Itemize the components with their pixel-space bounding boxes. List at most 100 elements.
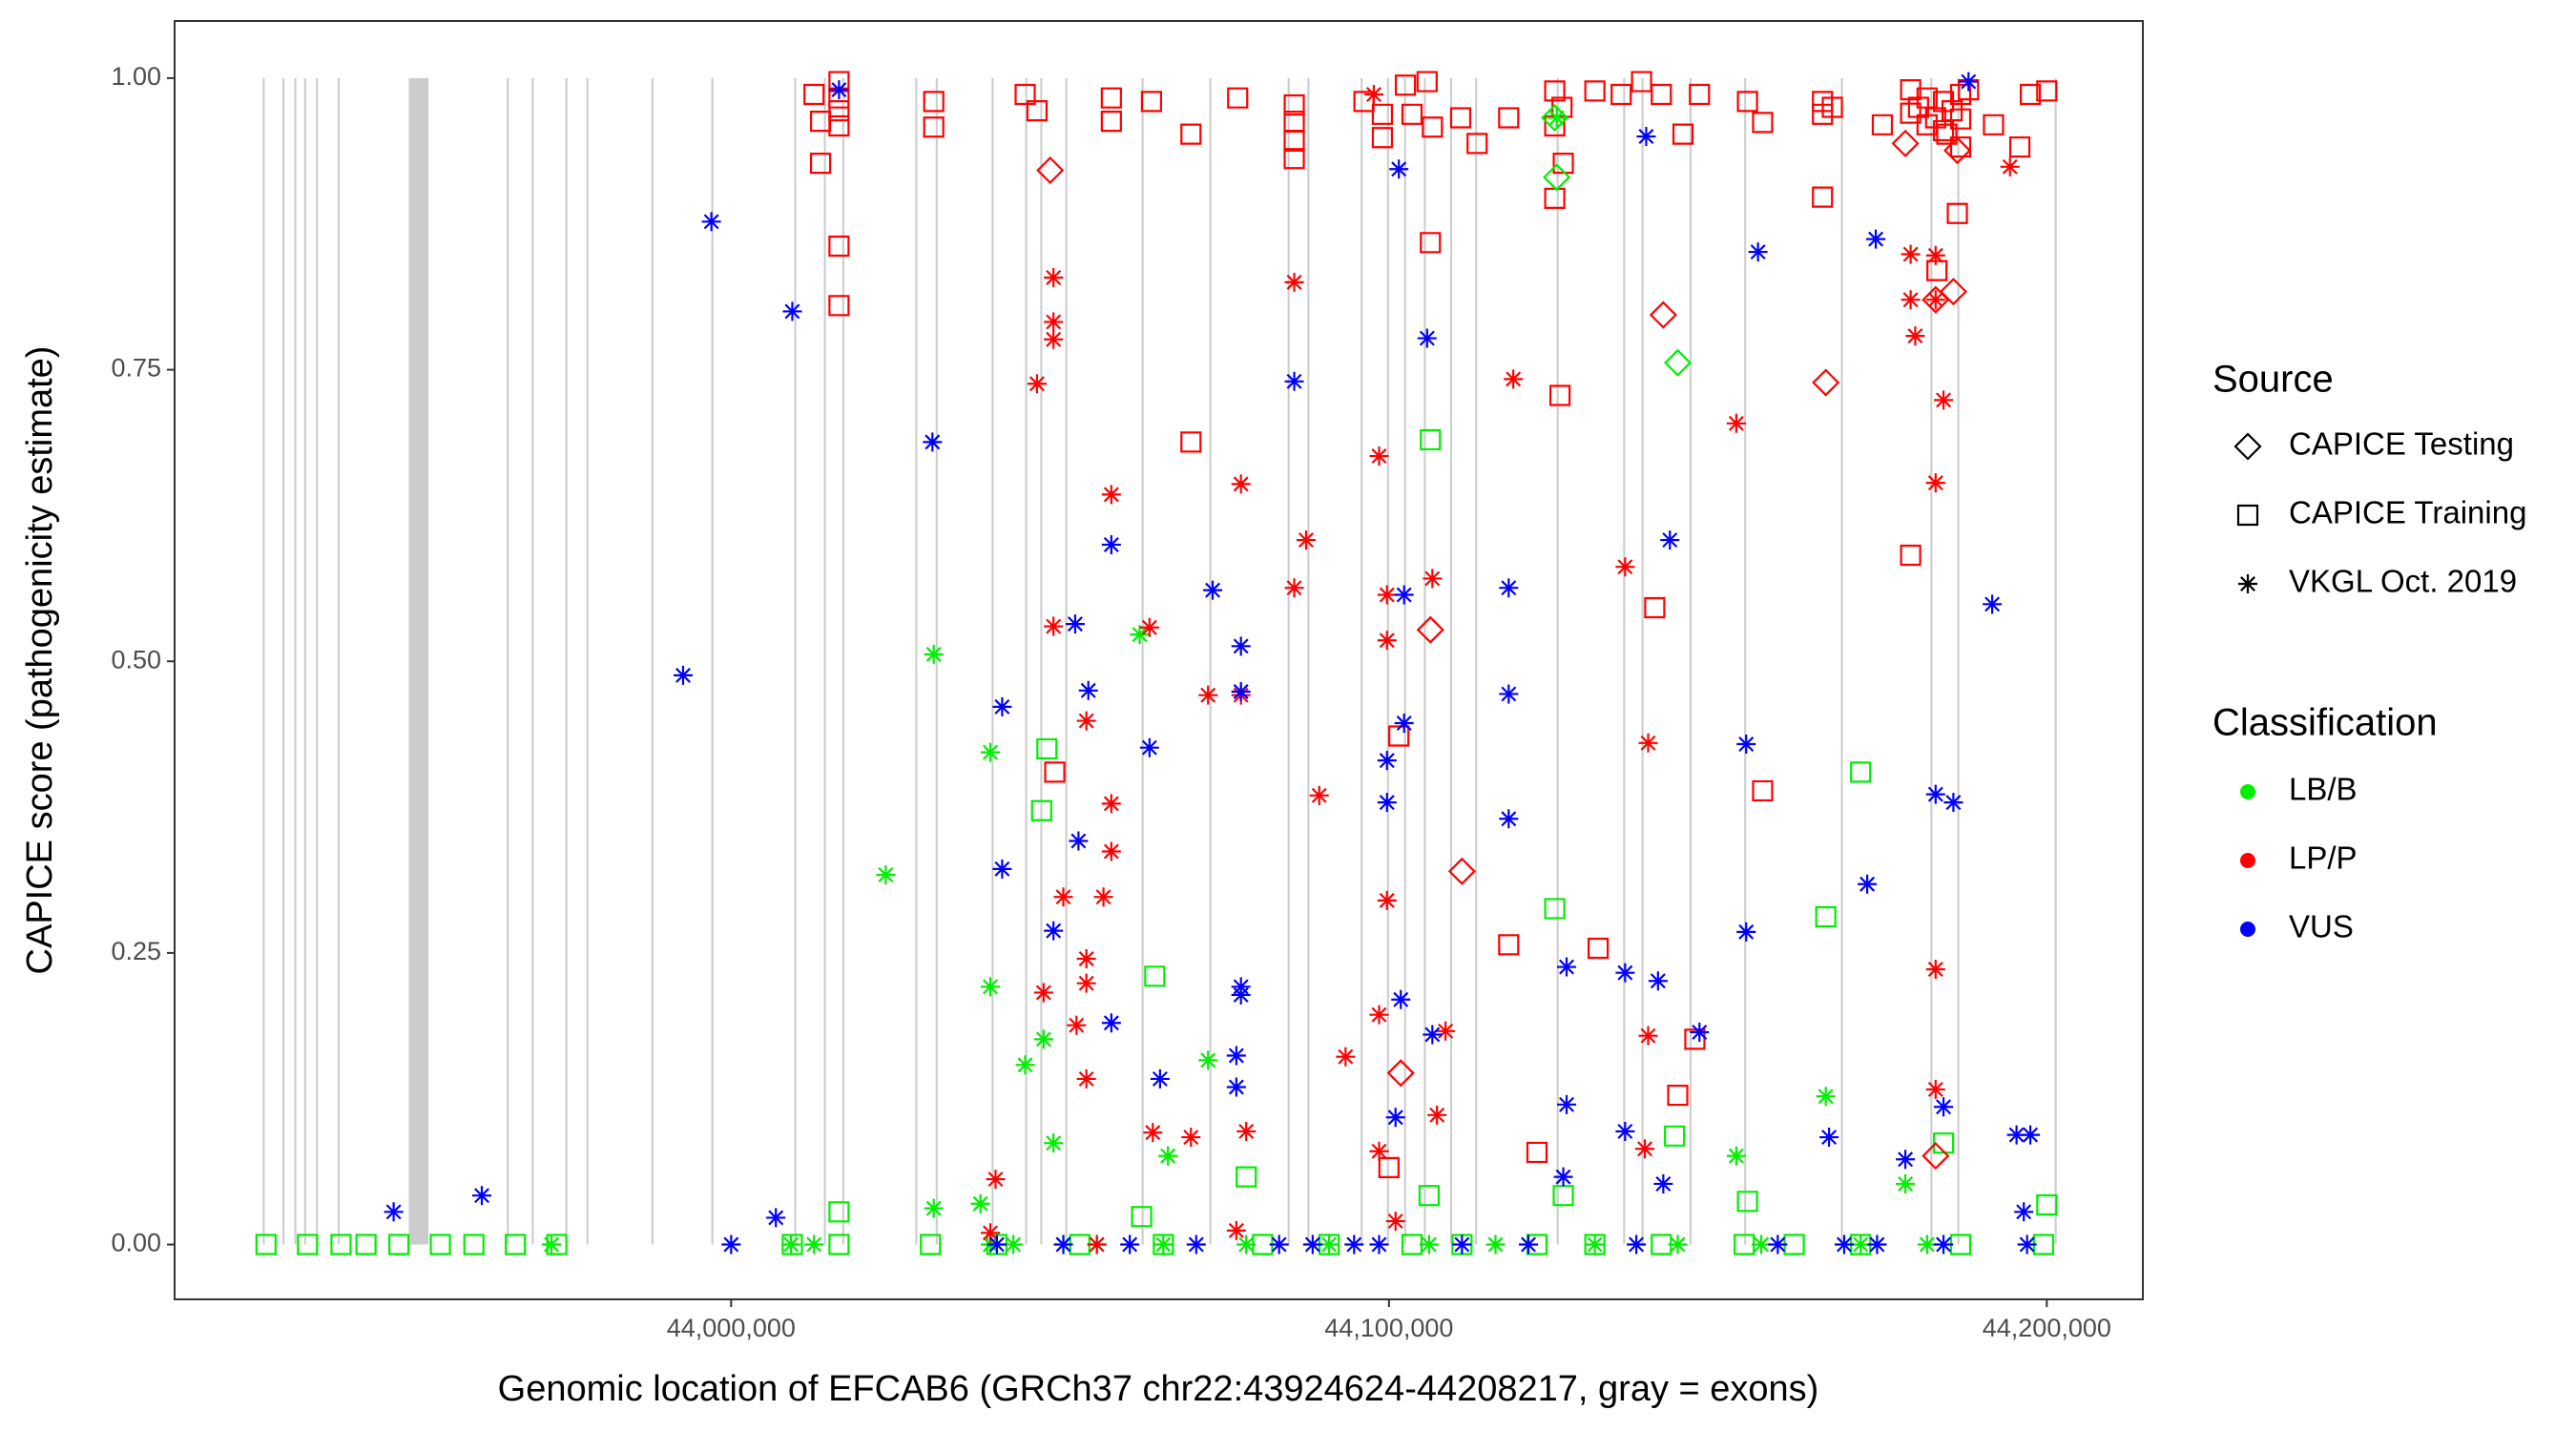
point [1556,1094,1576,1114]
point [1812,91,1834,113]
exon [586,77,589,1245]
point [1941,100,1963,122]
exon [507,77,509,1245]
point [1584,80,1606,102]
point [1499,809,1519,829]
exon [565,77,568,1245]
point [2019,83,2042,106]
point [1423,1025,1443,1045]
exon [651,77,654,1245]
point [1401,103,1423,125]
point [1867,1234,1887,1255]
point [2006,1125,2026,1145]
point [1076,973,1096,993]
point [781,1234,803,1255]
exon [1025,77,1028,1245]
point [1427,1105,1447,1125]
point [1552,1185,1574,1207]
y-tick-label: 0.75 [111,354,161,383]
point [1385,1108,1405,1128]
point [1936,123,1958,145]
exon [1475,77,1478,1245]
point [980,1223,1000,1243]
point [1752,779,1774,802]
point [1690,1023,1710,1043]
point [1044,616,1064,636]
exon [282,77,285,1245]
point [1519,1234,1538,1255]
point [1419,1234,1439,1255]
exon [337,77,341,1245]
point [1932,91,1955,113]
point [1044,312,1064,332]
point [1144,965,1166,987]
point [1027,374,1047,394]
point [1417,328,1437,348]
y-tick-label: 0.50 [111,645,161,674]
point [1615,557,1635,577]
point [809,153,832,175]
point [1891,129,1920,157]
point [970,1193,990,1213]
point [1983,594,2003,614]
point [1120,1234,1140,1255]
exon [1361,77,1363,1245]
exon [1386,77,1389,1245]
point [1660,530,1680,550]
point [1499,684,1519,704]
exon [823,77,826,1245]
point [1377,631,1397,651]
point [1100,87,1122,109]
point [920,1234,942,1255]
point [1541,103,1569,133]
point [1053,887,1073,907]
y-tick-label: 0.00 [111,1229,161,1257]
point [828,1234,850,1255]
point [1150,1068,1170,1089]
point [1447,857,1476,885]
y-tick-label: 0.25 [111,937,161,965]
point [1896,1173,1916,1193]
point [1498,934,1520,956]
point [1033,1029,1053,1049]
point [1584,1234,1606,1255]
exon [2054,77,2057,1245]
point [980,742,1000,762]
point [1180,123,1202,145]
point [828,114,850,137]
point [1226,1077,1246,1097]
point [1283,148,1305,170]
point [1252,1234,1274,1255]
point [1943,136,1972,165]
point [1752,1234,1772,1255]
point [923,116,945,138]
point [1044,761,1066,783]
point [1231,682,1251,702]
point [1736,91,1758,113]
point [1949,1234,1972,1255]
point [1416,71,1438,93]
point [1101,1013,1121,1033]
point [1180,431,1202,453]
point [1900,79,1922,101]
point [1140,91,1163,113]
point [1736,735,1756,755]
point [1078,680,1098,700]
point [1344,1234,1364,1255]
point [1551,96,1573,118]
point [1181,1128,1201,1148]
point [1587,937,1610,960]
legend-symbol [2238,574,2257,593]
legend-label: LP/P [2289,840,2358,876]
point [828,1201,850,1223]
point [1158,1146,1178,1166]
point [1866,229,1886,249]
exon [1141,77,1144,1245]
point [1638,733,1658,753]
point [1644,596,1666,619]
legend-symbol [2240,922,2255,937]
point [1391,989,1411,1009]
point [781,1234,801,1255]
point [1549,384,1571,406]
